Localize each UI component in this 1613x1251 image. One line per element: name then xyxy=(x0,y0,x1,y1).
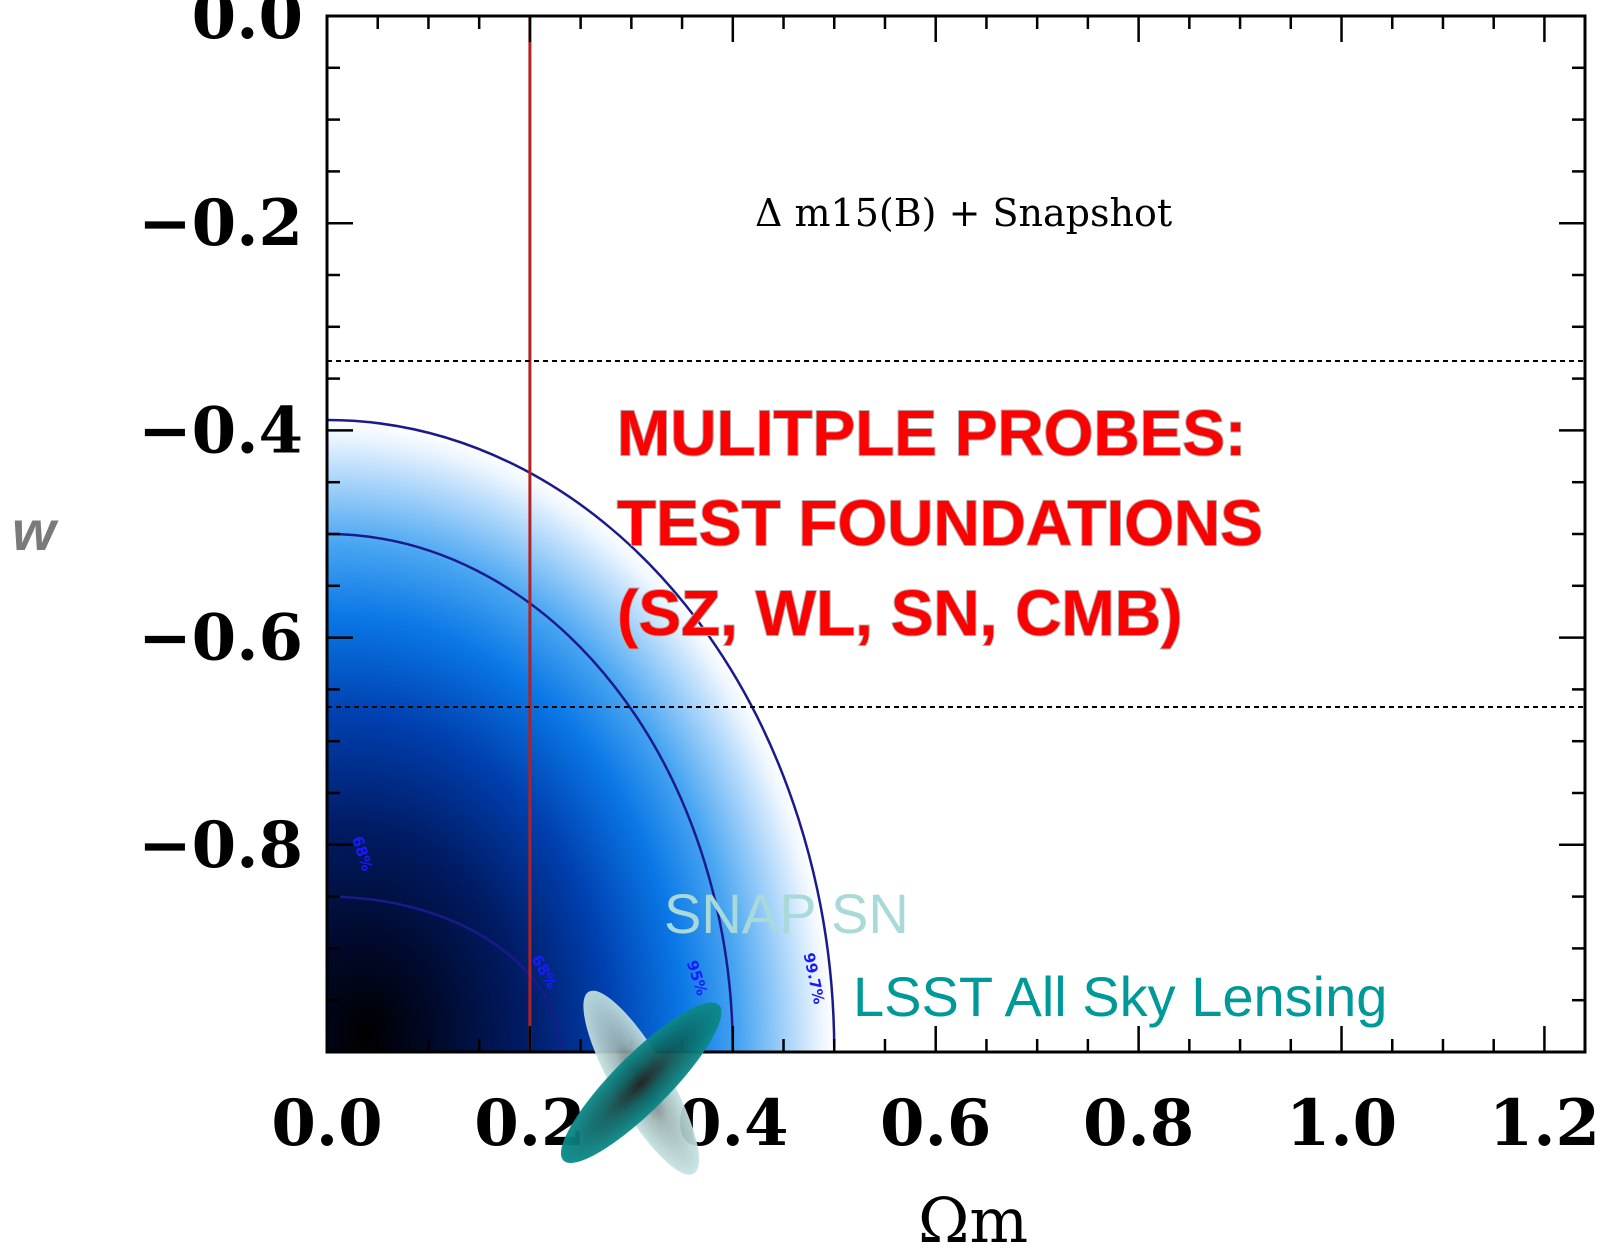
x-tick-label: 0.8 xyxy=(1083,1086,1194,1161)
likelihood-surface xyxy=(327,420,835,1052)
y-tick-label: −0.4 xyxy=(138,393,303,468)
panel-title: Δ m15(B) + Snapshot xyxy=(755,191,1172,235)
annotation-block: MULITPLE PROBES: TEST FOUNDATIONS (SZ, W… xyxy=(616,396,1264,650)
x-tick-label: 0.6 xyxy=(880,1086,991,1161)
x-tick-label: 0.0 xyxy=(271,1086,382,1161)
plot-area xyxy=(327,16,1585,1052)
snap-sn-label: SNAP SN xyxy=(664,882,909,945)
x-tick-label: 1.2 xyxy=(1489,1086,1600,1161)
y-tick-label: −0.8 xyxy=(138,808,303,883)
annotation-line-1: MULITPLE PROBES: xyxy=(617,397,1246,469)
ylabel-box xyxy=(0,496,82,578)
x-axis-title: Ωm xyxy=(918,1184,1028,1251)
x-tick-label: 1.0 xyxy=(1286,1086,1397,1161)
y-axis-title: w xyxy=(12,499,59,562)
lsst-label: LSST All Sky Lensing xyxy=(853,965,1387,1028)
contour-line xyxy=(327,418,836,1052)
lsst-lensing-ellipse xyxy=(560,1002,722,1163)
contour-line xyxy=(327,895,562,1052)
annotation-line-2: TEST FOUNDATIONS xyxy=(617,487,1263,559)
y-tick-label: −0.6 xyxy=(138,601,303,676)
y-tick-label: −0.2 xyxy=(138,186,303,261)
y-tick-label: 0.0 xyxy=(192,0,303,54)
annotation-line-3: (SZ, WL, SN, CMB) xyxy=(617,577,1182,649)
contour-line xyxy=(327,532,735,1052)
